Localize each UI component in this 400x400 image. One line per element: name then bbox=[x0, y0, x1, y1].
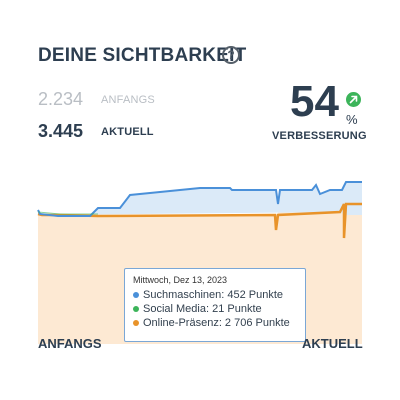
presence-dot-icon bbox=[133, 320, 139, 326]
start-value: 2.234 bbox=[38, 89, 84, 109]
social-dot-icon bbox=[133, 306, 139, 312]
tooltip-row-social: Social Media: 21 Punkte bbox=[133, 302, 297, 316]
tooltip-row-search: Suchmaschinen: 452 Punkte bbox=[133, 288, 297, 302]
start-label: ANFANGS bbox=[101, 94, 155, 106]
tooltip-row-presence: Online-Präsenz: 2 706 Punkte bbox=[133, 316, 297, 330]
current-value: 3.445 bbox=[38, 121, 84, 141]
tooltip-social-text: Social Media: 21 Punkte bbox=[143, 303, 262, 315]
current-label: AKTUELL bbox=[101, 126, 154, 138]
axis-end-label: AKTUELL bbox=[302, 336, 363, 351]
help-icon[interactable]: ? bbox=[222, 46, 240, 64]
tooltip-search-text: Suchmaschinen: 452 Punkte bbox=[143, 289, 284, 301]
section-title: DEINE SICHTBARKEIT bbox=[38, 45, 247, 66]
tooltip-presence-text: Online-Präsenz: 2 706 Punkte bbox=[143, 317, 290, 329]
social-line bbox=[37, 211, 98, 215]
arrow-up-right-icon bbox=[346, 92, 361, 107]
search-line bbox=[37, 181, 362, 217]
search-dot-icon bbox=[133, 292, 139, 298]
axis-start-label: ANFANGS bbox=[38, 336, 102, 351]
improvement-value: 54 bbox=[290, 77, 339, 126]
tooltip-date: Mittwoch, Dez 13, 2023 bbox=[133, 275, 228, 285]
improvement-label: VERBESSERUNG bbox=[272, 130, 367, 142]
improvement-unit: % bbox=[346, 112, 358, 127]
chart-tooltip: Mittwoch, Dez 13, 2023 Suchmaschinen: 45… bbox=[124, 268, 306, 342]
